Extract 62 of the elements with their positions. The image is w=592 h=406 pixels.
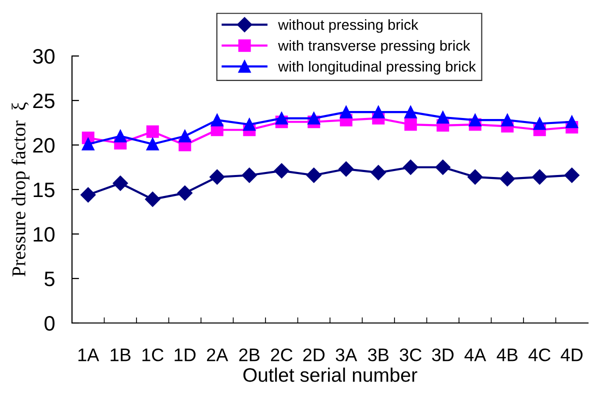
x-tick-label: 1D: [174, 348, 196, 362]
point: [114, 130, 127, 142]
point: [533, 117, 546, 130]
point: [210, 169, 225, 185]
point: [564, 168, 580, 183]
point: [340, 106, 352, 118]
x-tick-label: 2A: [206, 348, 228, 362]
x-tick-label: 4C: [528, 348, 550, 362]
point: [210, 114, 224, 126]
point: [177, 185, 192, 201]
point: [436, 111, 450, 124]
y-tick-label: 0: [44, 316, 55, 331]
x-tick-label: 4B: [496, 348, 518, 362]
point: [501, 114, 514, 126]
point: [372, 106, 385, 118]
x-axis-title: Outlet serial number: [243, 368, 418, 382]
y-tick-label: 30: [32, 49, 55, 64]
x-tick-label: 1C: [142, 348, 164, 362]
point: [308, 112, 320, 125]
y-tick-label: 20: [33, 138, 55, 153]
point: [145, 192, 160, 207]
y-tick-label: 10: [34, 227, 55, 242]
point: [338, 161, 354, 177]
point: [274, 163, 290, 178]
legend-label: with longitudinal pressing brick: [278, 60, 476, 75]
y-axis-title: Pressure drop factor ξ: [12, 102, 30, 276]
point: [146, 138, 159, 150]
point: [370, 165, 386, 180]
point: [403, 160, 418, 175]
point: [532, 169, 548, 185]
y-tick-label: 25: [33, 94, 54, 108]
point: [112, 176, 128, 191]
point: [566, 116, 578, 128]
y-tick-label: 15: [34, 182, 54, 198]
point: [468, 169, 483, 185]
point: [242, 168, 257, 183]
x-tick-label: 3A: [336, 348, 358, 362]
x-tick-label: 4D: [560, 348, 583, 362]
point: [80, 187, 96, 202]
x-tick-label: 2B: [239, 348, 260, 362]
y-tick-label: 5: [44, 272, 54, 286]
x-tick-label: 1A: [78, 348, 100, 362]
x-tick-label: 2D: [303, 348, 325, 362]
x-tick-label: 3D: [432, 348, 454, 362]
point: [275, 112, 288, 125]
point: [306, 168, 322, 183]
point: [500, 171, 515, 186]
x-tick-label: 3C: [400, 348, 422, 362]
x-tick-label: 2C: [270, 348, 292, 362]
x-tick-label: 4A: [464, 348, 486, 362]
x-tick-label: 3B: [368, 348, 388, 362]
legend-label: with transverse pressing brick: [278, 40, 470, 54]
point: [435, 160, 450, 175]
point: [82, 138, 94, 150]
point: [178, 130, 192, 142]
point: [146, 125, 159, 138]
legend-label: without pressing brick: [278, 19, 418, 33]
point: [243, 118, 256, 131]
point: [404, 106, 417, 118]
point: [468, 114, 482, 126]
point: [404, 118, 417, 131]
x-tick-label: 1B: [110, 348, 130, 362]
